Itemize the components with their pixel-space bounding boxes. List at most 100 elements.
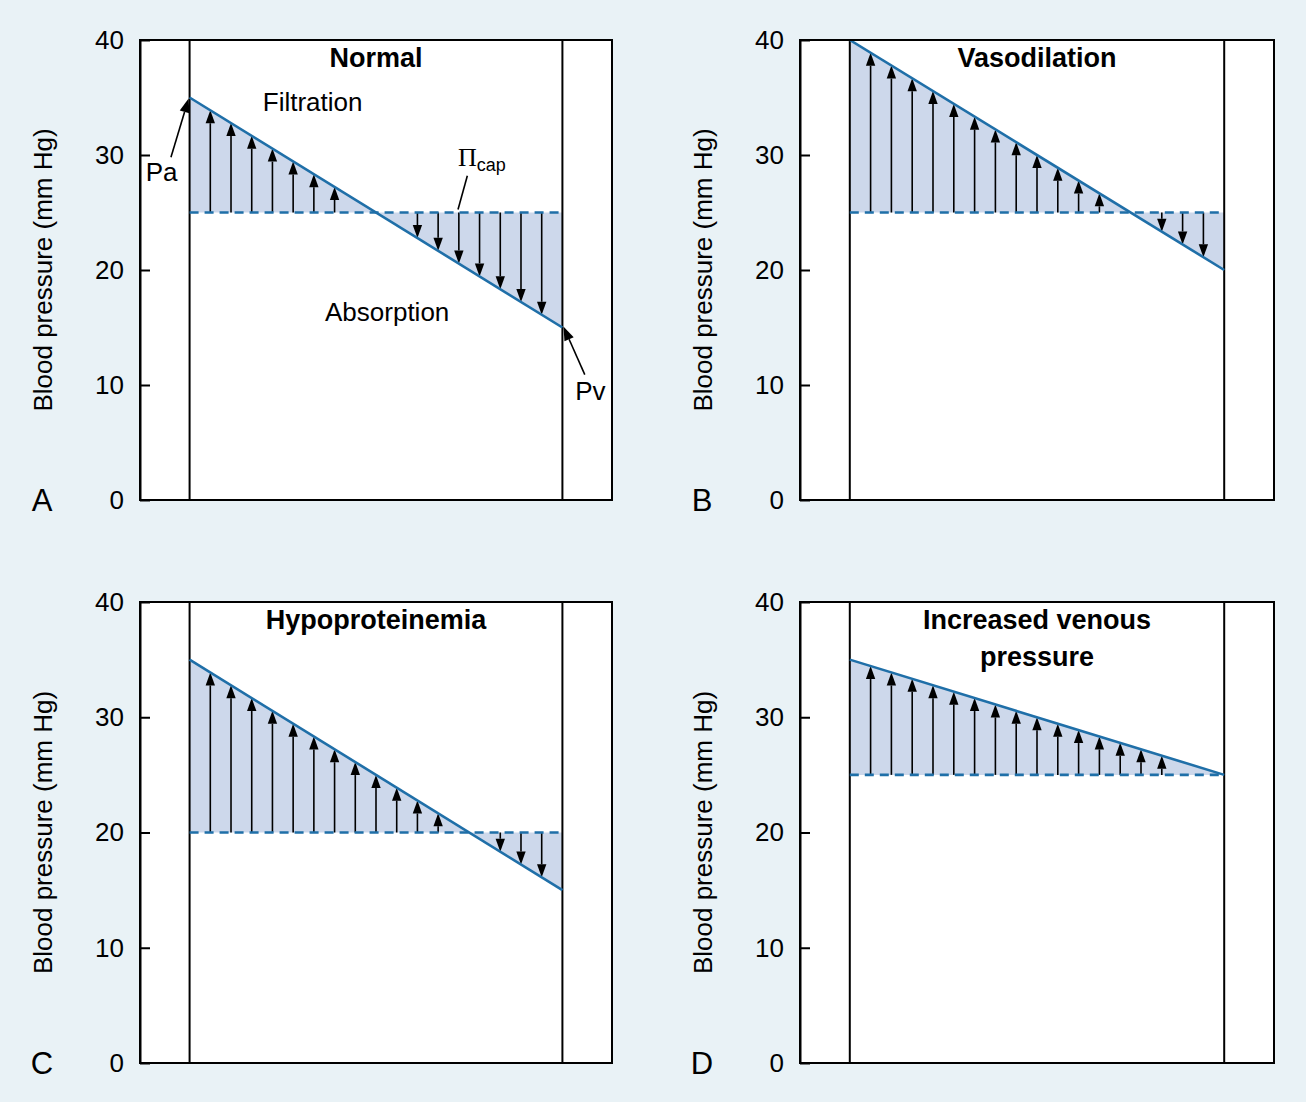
y-tick: 10	[755, 933, 810, 963]
arterial-end-pointer-head	[180, 99, 190, 114]
oncotic-pressure-line	[850, 211, 1224, 214]
y-axis: 010203040	[755, 587, 810, 1078]
filtration-arrow	[866, 666, 875, 775]
filtration-arrow	[1116, 743, 1125, 775]
y-tick-mark	[140, 947, 150, 949]
y-tick: 10	[95, 370, 150, 400]
filtration-arrow	[1032, 155, 1041, 213]
filtration-arrow	[268, 711, 277, 833]
y-tick-mark	[800, 717, 810, 719]
pressure-difference-area	[850, 660, 1224, 775]
absorption-arrow-shaft	[499, 213, 501, 277]
y-tick: 10	[95, 933, 150, 963]
filtration-arrow-shaft	[396, 801, 398, 833]
y-tick-label: 40	[755, 587, 784, 617]
filtration-arrow-shaft	[272, 724, 274, 833]
filtration-arrow	[866, 53, 875, 213]
oncotic-pressure-line	[190, 211, 563, 214]
absorption-arrow	[537, 213, 546, 315]
capillary-pressure-line	[850, 40, 1224, 270]
filtration-arrow-shaft	[911, 91, 913, 212]
y-tick-label: 0	[770, 1048, 784, 1078]
oncotic-label: Πcap	[458, 143, 506, 175]
filtration-arrow-shaft	[1015, 724, 1017, 775]
filtration-arrow-shaft	[209, 685, 211, 832]
plot-area	[850, 40, 1224, 500]
filtration-arrow	[330, 187, 339, 213]
y-tick-label: 30	[95, 702, 124, 732]
y-tick-label: 10	[95, 370, 124, 400]
plot-background	[800, 602, 1274, 1063]
filtration-arrow-shaft	[292, 174, 294, 212]
filtration-arrow	[887, 66, 896, 213]
filtration-arrow	[351, 762, 360, 832]
filtration-arrow-shaft	[209, 123, 211, 212]
y-tick-mark	[140, 40, 150, 42]
panel-label: C	[31, 1046, 53, 1081]
y-tick-label: 40	[755, 25, 784, 55]
filtration-arrow	[1012, 711, 1021, 775]
filtration-arrow	[206, 672, 215, 832]
y-tick: 0	[770, 1048, 810, 1078]
filtration-arrow-shaft	[1161, 769, 1163, 775]
y-tick-label: 30	[755, 702, 784, 732]
panel-title: Increased venouspressure	[923, 605, 1151, 672]
filtration-arrow-shaft	[932, 698, 934, 775]
panel-title: Normal	[329, 43, 422, 73]
y-tick: 40	[755, 587, 810, 617]
y-tick-mark	[800, 270, 810, 272]
filtration-arrow	[206, 110, 215, 212]
y-tick-mark	[140, 155, 150, 157]
filtration-arrow-shaft	[1036, 168, 1038, 213]
filtration-arrow-shaft	[1078, 194, 1080, 213]
filtration-arrow	[392, 788, 401, 833]
plot-background	[140, 40, 612, 500]
plot-frame	[800, 40, 1274, 500]
filtration-arrow	[970, 117, 979, 213]
absorption-arrow-shaft	[437, 213, 439, 238]
absorption-arrow	[1178, 213, 1187, 245]
filtration-arrow-shaft	[272, 162, 274, 213]
plot-background	[140, 602, 612, 1063]
plot-area	[190, 602, 563, 1063]
absorption-arrow-shaft	[541, 213, 543, 302]
filtration-arrow	[309, 174, 318, 212]
filtration-arrow-shaft	[251, 711, 253, 832]
y-tick: 30	[95, 702, 150, 732]
y-tick-label: 20	[95, 255, 124, 285]
filtration-arrow-shaft	[953, 705, 955, 775]
pressure-difference-area	[190, 660, 563, 891]
filtration-arrow-shaft	[375, 788, 377, 833]
filtration-arrow-shaft	[1057, 181, 1059, 213]
filtration-arrow	[1074, 730, 1083, 775]
filtration-arrow	[247, 698, 256, 832]
y-tick-mark	[800, 385, 810, 387]
pressure-difference-area	[850, 40, 1224, 270]
filtration-arrow-shaft	[870, 66, 872, 213]
filtration-arrow	[1012, 142, 1021, 212]
venous-end-label: Pv	[575, 376, 605, 406]
plot-area	[850, 602, 1224, 1063]
y-tick-mark	[800, 832, 810, 834]
filtration-arrow	[413, 800, 422, 832]
filtration-arrow-shaft	[354, 775, 356, 832]
filtration-arrow-shaft	[974, 711, 976, 775]
y-tick-mark	[140, 385, 150, 387]
absorption-arrow-shaft	[520, 833, 522, 852]
figure: 010203040Blood pressure (mm Hg)ANormalFi…	[0, 0, 1306, 1102]
panel: 010203040Blood pressure (mm Hg)CHypoprot…	[28, 587, 612, 1081]
panel-title: Hypoproteinemia	[266, 605, 488, 635]
filtration-arrow	[949, 104, 958, 213]
y-tick-mark	[800, 40, 810, 42]
plot-frame	[140, 602, 612, 1063]
absorption-arrow	[454, 213, 463, 264]
capillary-pressure-line	[850, 660, 1224, 775]
filtration-arrow-shaft	[1057, 737, 1059, 775]
absorption-arrow-shaft	[479, 213, 481, 264]
y-tick: 40	[95, 25, 150, 55]
panel-title: Vasodilation	[957, 43, 1116, 73]
y-tick: 10	[755, 370, 810, 400]
filtration-arrow-shaft	[334, 762, 336, 832]
y-tick: 20	[755, 255, 810, 285]
y-tick: 0	[110, 1048, 150, 1078]
